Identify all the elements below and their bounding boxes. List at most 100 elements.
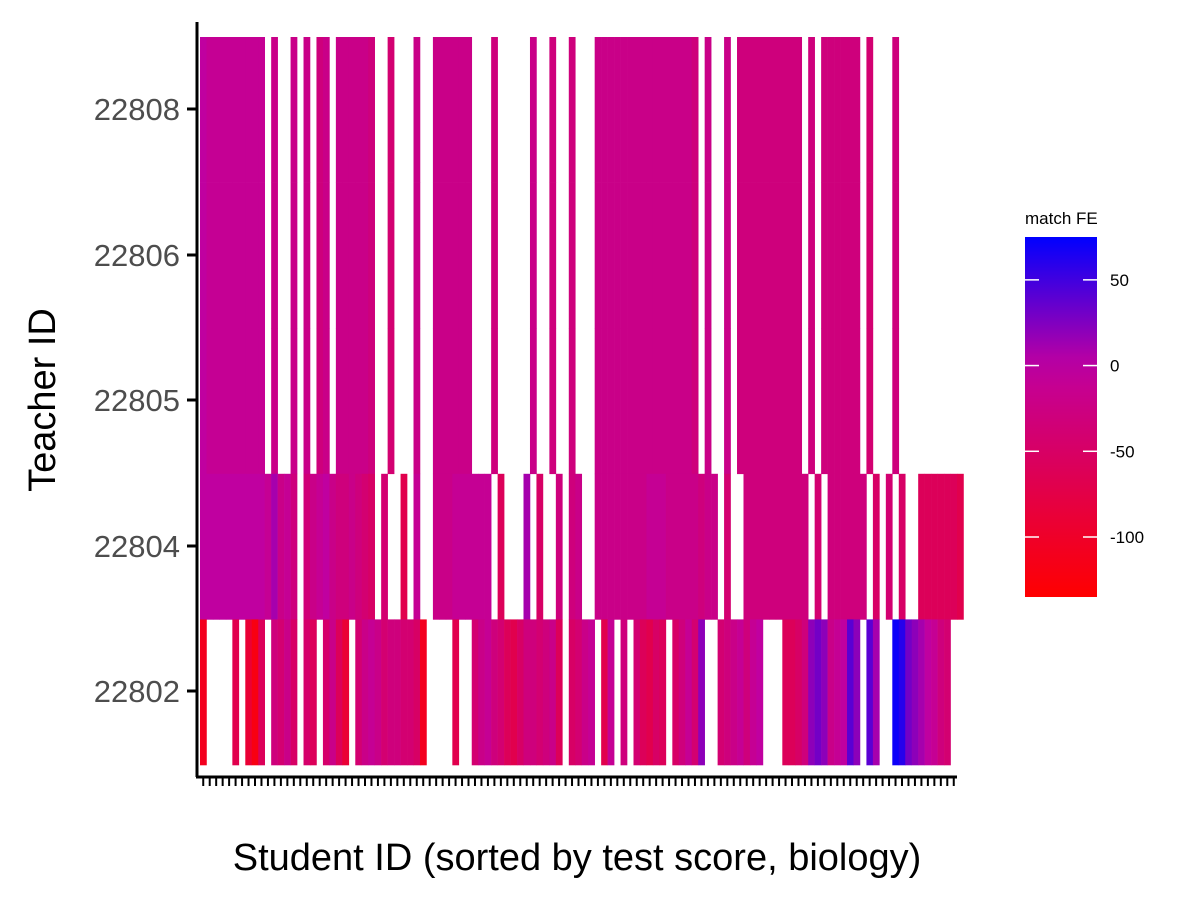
heatmap-cell-22808-22 [342,37,350,183]
heatmap-cell-22804-21 [335,473,343,620]
heatmap-cell-22802-75 [685,619,693,766]
heatmap-cell-22802-59 [581,619,589,766]
heatmap-cell-22805-38 [445,328,453,475]
heatmap-cell-22808-96 [821,37,828,183]
heatmap-cell-22802-92 [795,619,803,766]
heatmap-cell-22802-99 [840,619,848,766]
heatmap-cell-22805-84 [743,328,751,475]
heatmap-cell-22805-96 [821,328,828,475]
heatmap-cell-22808-98 [834,37,841,183]
heatmap-cell-22808-57 [568,37,576,183]
heatmap-cell-22808-6 [238,37,246,183]
heatmap-cell-22808-39 [452,37,460,183]
heatmap-cell-22808-61 [594,37,602,183]
heatmap-cell-22806-99 [840,182,848,329]
heatmap-cell-22808-33 [413,37,421,183]
heatmap-cell-22804-58 [575,473,583,620]
y-tick-label-22805: 22805 [94,383,180,418]
heatmap-cell-22806-40 [458,182,466,329]
heatmap-cell-22808-87 [762,37,770,183]
heatmap-cell-22808-74 [678,37,686,183]
heatmap-cell-22802-74 [678,619,686,766]
heatmap-cell-22804-102 [859,473,867,620]
heatmap-cell-22804-7 [245,473,253,620]
heatmap-cell-22805-88 [769,328,777,475]
heatmap-cell-22808-7 [245,37,253,183]
heatmap-cell-22806-36 [432,182,440,329]
heatmap-cell-22804-40 [458,473,466,620]
heatmap-cell-22802-77 [698,619,705,766]
y-axis-label: Teacher ID [22,308,64,492]
heatmap-cell-22805-6 [238,328,246,475]
heatmap-cell-22805-14 [290,328,298,475]
heatmap-cell-22805-64 [614,328,621,475]
heatmap-cell-22805-9 [258,328,265,475]
heatmap-cell-22808-85 [749,37,757,183]
heatmap-cell-22805-107 [892,328,900,475]
heatmap-cell-22806-63 [607,182,615,329]
x-axis-label: Student ID (sorted by test score, biolog… [233,837,922,879]
heatmap-cell-22806-67 [633,182,641,329]
heatmap-cell-22806-87 [762,182,770,329]
heatmap-cell-22806-64 [614,182,621,329]
heatmap-cell-22805-3 [219,328,227,475]
heatmap-cell-22808-37 [439,37,447,183]
heatmap-cell-22804-108 [898,473,906,620]
heatmap-cell-22804-64 [614,473,621,620]
heatmap-cell-22802-58 [575,619,583,766]
heatmap-cell-22805-51 [529,328,537,475]
heatmap-cell-22802-52 [536,619,544,766]
heatmap-cell-22802-100 [847,619,854,766]
heatmap-cell-22804-81 [724,473,731,620]
heatmap-cell-22802-12 [277,619,285,766]
heatmap-cell-22808-103 [866,37,874,183]
y-tick-label-22804: 22804 [94,529,180,564]
heatmap-cell-22806-90 [782,182,790,329]
heatmap-cell-22806-51 [529,182,537,329]
heatmap-cell-22805-74 [678,328,686,475]
heatmap-cell-22806-22 [342,182,350,329]
heatmap-cell-22808-97 [827,37,835,183]
heatmap-cell-22804-104 [872,473,880,620]
heatmap-cell-22802-19 [322,619,330,766]
heatmap-cell-22804-12 [277,473,285,620]
heatmap-cell-22802-33 [413,619,421,766]
legend-tick-label-3: -100 [1110,528,1144,547]
heatmap-cell-22806-88 [769,182,777,329]
heatmap-cell-22804-101 [853,473,861,620]
heatmap-cell-22805-69 [646,328,654,475]
heatmap-cell-22806-21 [335,182,343,329]
heatmap-cell-22802-65 [620,619,628,766]
heatmap-cell-22804-111 [918,473,925,620]
heatmap-cell-22805-61 [594,328,602,475]
heatmap-cell-22806-11 [271,182,278,329]
heatmap-cell-22802-46 [497,619,505,766]
heatmap-cell-22805-65 [620,328,628,475]
heatmap-cell-22804-114 [937,473,945,620]
heatmap-cell-22802-82 [730,619,738,766]
heatmap-cell-22806-16 [303,182,311,329]
heatmap-cell-22806-74 [678,182,686,329]
heatmap-cell-22808-65 [620,37,628,183]
heatmap-cell-22806-85 [749,182,757,329]
heatmap-cell-22804-50 [523,473,531,620]
heatmap-cell-22808-72 [665,37,673,183]
heatmap-cell-22806-78 [704,182,712,329]
heatmap-cell-22808-86 [756,37,764,183]
heatmap-cell-22804-77 [698,473,705,620]
heatmap-cell-22804-20 [329,473,337,620]
heatmap-cell-22808-107 [892,37,900,183]
heatmap-cell-22805-5 [232,328,240,475]
heatmap-cell-22802-7 [245,619,253,766]
heatmap-cell-22805-57 [568,328,576,475]
heatmap-cell-22804-99 [840,473,848,620]
heatmap-cell-22806-7 [245,182,253,329]
heatmap-cell-22808-54 [549,37,557,183]
heatmap-cell-22804-16 [303,473,311,620]
heatmap-cell-22804-65 [620,473,628,620]
heatmap-cell-22806-39 [452,182,460,329]
heatmap-cell-22802-114 [937,619,945,766]
heatmap-cell-22804-44 [484,473,492,620]
heatmap-cell-22804-9 [258,473,265,620]
heatmap-cell-22805-67 [633,328,641,475]
